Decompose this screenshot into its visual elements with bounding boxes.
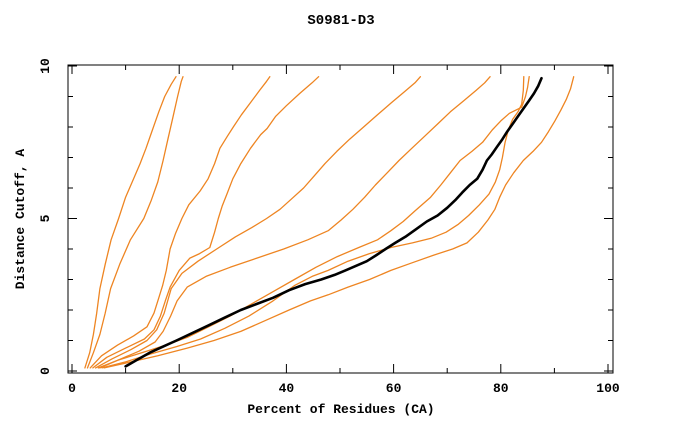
- y-tick-label: 0: [38, 367, 53, 375]
- curve-model-1: [84, 76, 177, 369]
- curve-model-4: [92, 76, 320, 369]
- x-tick-label: 100: [596, 381, 620, 396]
- curves: [84, 76, 575, 369]
- x-tick-label: 60: [386, 381, 402, 396]
- curve-model-8: [101, 76, 525, 369]
- curve-model-3: [89, 76, 271, 369]
- plot-frame: [67, 64, 614, 374]
- curve-model-7: [99, 76, 530, 369]
- x-tick-label: 80: [493, 381, 509, 396]
- y-tick-label: 10: [38, 58, 53, 74]
- curve-model-2: [86, 76, 184, 369]
- chart-title: S0981-D3: [307, 13, 374, 29]
- x-tick-label: 20: [171, 381, 187, 396]
- x-tick-label: 40: [279, 381, 295, 396]
- x-tick-label: 0: [68, 381, 76, 396]
- y-axis-label: Distance Cutoff, A: [13, 149, 28, 290]
- x-axis-label: Percent of Residues (CA): [247, 402, 434, 417]
- axes: 0 20 40 60 80 100 0 5 10: [38, 58, 620, 396]
- curve-model-5: [94, 76, 422, 369]
- y-tick-label: 5: [38, 214, 53, 222]
- curve-reference: [124, 76, 543, 368]
- curve-model-6: [97, 76, 491, 369]
- curve-model-9: [103, 76, 575, 369]
